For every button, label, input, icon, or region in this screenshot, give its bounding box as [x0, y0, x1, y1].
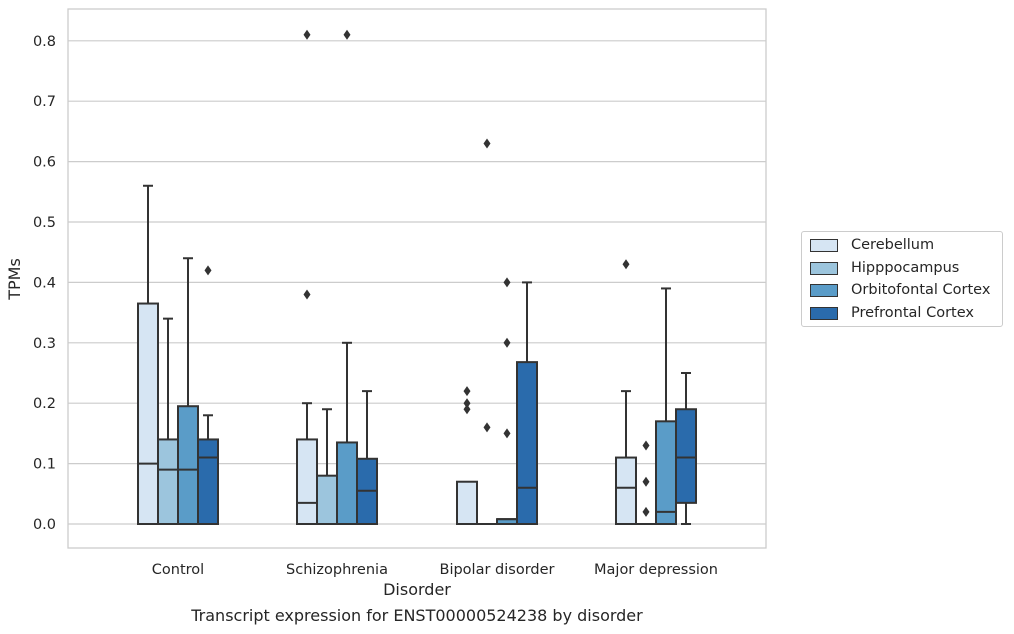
box-body [296, 438, 318, 525]
box-3-0 [197, 265, 219, 525]
legend-item-orbitofontal-cortex: Orbitofontal Cortex [810, 280, 990, 300]
y-axis-ticks: 0.0 0.1 0.2 0.3 0.4 0.5 0.6 0.7 0.8 [33, 34, 56, 533]
box-1-3 [635, 440, 657, 526]
box-1-1 [316, 408, 338, 525]
box-1-2 [476, 138, 498, 526]
box-body [336, 441, 358, 525]
x-axis-ticks: Control Schizophrenia Bipolar disorder Majo… [152, 562, 718, 578]
box-0-1 [296, 29, 318, 525]
legend-swatch-hipppocampus [810, 261, 838, 275]
legend-label-hipppocampus: Hipppocampus [851, 260, 960, 276]
box-body [157, 438, 179, 525]
y-tick-label: 0.7 [33, 94, 56, 110]
outlier-point [642, 506, 650, 517]
x-tick-label: Bipolar disorder [440, 562, 555, 578]
box-3-2 [516, 281, 538, 525]
box-2-1 [336, 29, 358, 525]
box-0-3 [615, 259, 637, 525]
box-1-0 [157, 317, 179, 525]
legend-swatch-prefrontal-cortex [810, 306, 838, 320]
plot-frame [67, 8, 767, 549]
outlier-point [463, 386, 471, 397]
legend-item-cerebellum: Cerebellum [810, 235, 934, 255]
outlier-point [463, 398, 471, 409]
box-2-3 [655, 287, 677, 526]
outlier-point [503, 337, 511, 348]
legend-item-prefrontal-cortex: Prefrontal Cortex [810, 303, 974, 323]
outlier-point [622, 259, 630, 270]
outlier-point [303, 29, 311, 40]
box-3-1 [356, 390, 378, 526]
box-body [137, 302, 159, 526]
outlier-point [343, 29, 351, 40]
box-body [177, 405, 199, 525]
y-axis-label: TPMs [5, 258, 24, 301]
legend-swatch-cerebellum [810, 238, 838, 252]
box-body [197, 438, 219, 525]
box-body [655, 420, 677, 526]
outlier-point [204, 265, 212, 276]
outlier-point [303, 289, 311, 300]
outlier-point [483, 422, 491, 433]
outlier-point [642, 440, 650, 451]
legend-item-hipppocampus: Hipppocampus [810, 258, 959, 278]
x-tick-label: Schizophrenia [286, 562, 388, 578]
box-body [675, 408, 697, 504]
outlier-point [483, 138, 491, 149]
box-body [456, 480, 478, 525]
outlier-point [463, 404, 471, 415]
outlier-point [503, 428, 511, 439]
legend-swatch-orbitofontal-cortex [810, 283, 838, 297]
legend: Cerebellum Hipppocampus Orbitofontal Cor… [801, 231, 1003, 327]
figure-caption: Transcript expression for ENST0000052423… [191, 606, 643, 625]
legend-label-orbitofontal-cortex: Orbitofontal Cortex [851, 282, 991, 298]
y-tick-label: 0.0 [33, 517, 56, 533]
x-tick-label: Major depression [594, 562, 718, 578]
box-0-0 [137, 184, 159, 526]
y-tick-label: 0.5 [33, 215, 56, 231]
x-axis-label: Disorder [383, 580, 451, 599]
box-3-3 [675, 372, 697, 525]
outlier-point [642, 476, 650, 487]
box-2-2 [496, 277, 518, 526]
legend-label-cerebellum: Cerebellum [851, 237, 935, 253]
y-tick-label: 0.3 [33, 336, 56, 352]
box-body [615, 456, 637, 525]
y-tick-label: 0.2 [33, 396, 56, 412]
box-body [516, 361, 538, 525]
y-tick-label: 0.6 [33, 155, 56, 171]
y-tick-label: 0.4 [33, 275, 56, 291]
y-tick-label: 0.8 [33, 34, 56, 50]
box-0-2 [456, 386, 478, 525]
box-body [316, 474, 338, 525]
outlier-point [503, 277, 511, 288]
y-tick-label: 0.1 [33, 457, 56, 473]
box-2-0 [177, 257, 199, 525]
boxes [137, 29, 697, 526]
legend-label-prefrontal-cortex: Prefrontal Cortex [851, 305, 974, 321]
x-tick-label: Control [152, 562, 204, 578]
